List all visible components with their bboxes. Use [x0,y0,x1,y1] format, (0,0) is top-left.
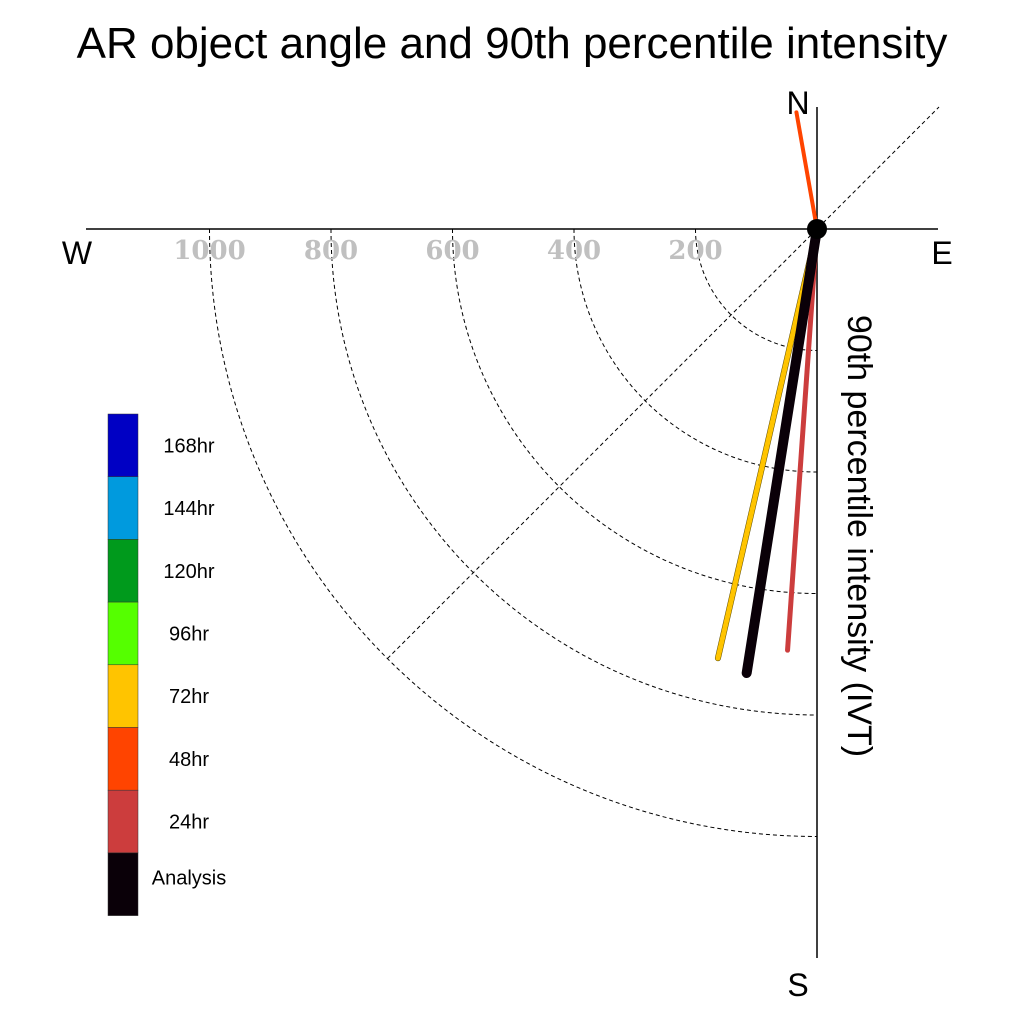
radial-tick-label: 1000 [173,236,245,266]
legend-swatch [107,539,139,603]
legend-label: 144hr [163,498,214,520]
legend-swatch [107,852,139,916]
compass-west: W [62,235,93,271]
radial-tick-label: 800 [304,236,358,266]
legend: 168hr 144hr 120hr 96hr 72hr 48hr 24hr Analysis [107,413,226,916]
series-vector-48hr [794,110,819,231]
series-vector-24hr [785,226,820,653]
legend-swatch [107,789,139,854]
origin-marker [807,219,827,239]
radial-ticks: 200 400 600 800 1000 [173,236,722,266]
legend-label: 96hr [169,623,209,645]
legend-swatch [107,476,139,540]
legend-swatch [107,727,139,791]
legend-label: Analysis [152,867,226,889]
y-axis-label: 90th percentile intensity (IVT) [840,315,878,757]
legend-label: 168hr [163,435,214,457]
legend-label: 24hr [169,812,209,834]
legend-swatch [107,664,139,728]
legend-label: 72hr [169,686,209,708]
legend-label: 120hr [163,561,214,583]
range-ring [452,228,818,594]
grid [209,106,940,837]
legend-swatch [107,601,139,666]
series-group [714,110,822,679]
compass-east: E [931,235,952,271]
series-vector-72hr [715,226,820,661]
legend-label: 48hr [169,749,209,771]
compass-south: S [787,967,808,1003]
radial-tick-label: 600 [425,236,479,266]
chart-title: AR object angle and 90th percentile inte… [77,19,948,68]
radial-tick-label: 400 [547,236,601,266]
legend-swatch [107,413,139,477]
compass-north: N [786,85,809,121]
radial-tick-label: 200 [668,236,722,266]
series-vector-analysis [741,224,822,679]
